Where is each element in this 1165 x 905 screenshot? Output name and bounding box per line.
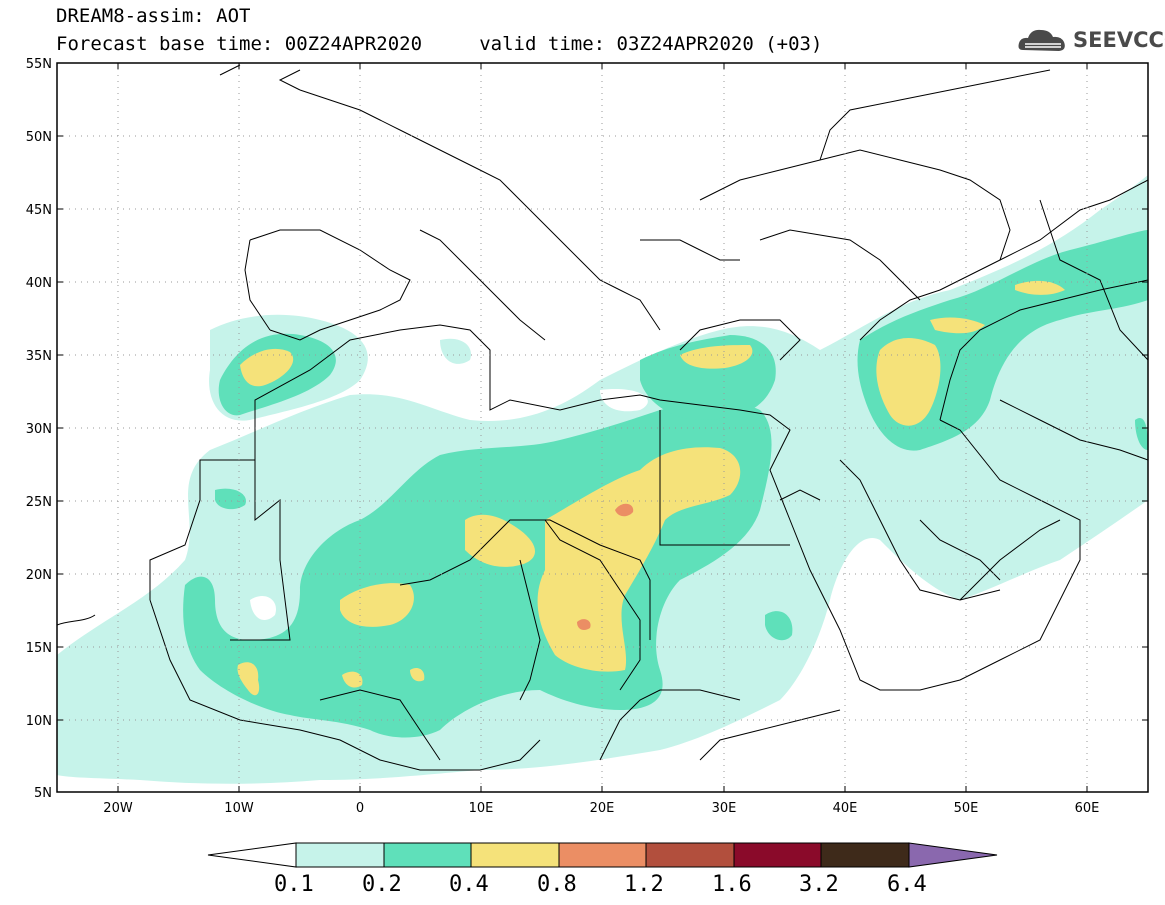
colorbar-swatch [383, 842, 472, 868]
lon-label: 60E [1075, 801, 1100, 816]
colorbar-label: 0.1 [274, 872, 314, 897]
colorbar-label: 1.6 [712, 872, 752, 897]
colorbar [207, 842, 998, 868]
lon-label: 0 [356, 801, 364, 816]
colorbar-label: 3.2 [799, 872, 839, 897]
colorbar-label: 6.4 [887, 872, 927, 897]
title-line-2: Forecast base time: 00Z24APR2020 valid t… [56, 33, 823, 55]
lat-label: 15N [26, 641, 52, 656]
aot-level-0.8 [615, 503, 634, 517]
cloud-icon [1018, 29, 1065, 51]
colorbar-label: 0.8 [537, 872, 577, 897]
lat-labels: 55N 50N 45N 40N 35N 30N 25N 20N 15N 10N … [26, 57, 52, 801]
colorbar-swatch [645, 842, 735, 868]
lon-label: 10E [469, 801, 494, 816]
axis-ticks [57, 62, 1148, 792]
seevccc-logo: SEEVCCC [1017, 24, 1165, 58]
lon-labels: 20W 10W 0 10E 20E 30E 40E 50E 60E [103, 801, 1099, 816]
lat-label: 25N [26, 495, 52, 510]
colorbar-swatch [733, 842, 822, 868]
lon-label: 30E [712, 801, 737, 816]
lon-label: 50E [954, 801, 979, 816]
lat-label: 35N [26, 349, 52, 364]
lon-label: 20W [103, 801, 133, 816]
colorbar-label: 0.2 [362, 872, 402, 897]
colorbar-swatch [820, 842, 910, 868]
colorbar-swatch [558, 842, 647, 868]
colorbar-swatch [470, 842, 560, 868]
colorbar-over-arrow [908, 842, 998, 868]
logo-text: SEEVCCC [1073, 28, 1165, 52]
colorbar-swatch [295, 842, 385, 868]
lat-label: 40N [26, 276, 52, 291]
lat-label: 30N [26, 422, 52, 437]
lon-label: 10W [224, 801, 254, 816]
lat-label: 55N [26, 57, 52, 72]
lat-label: 5N [34, 786, 52, 801]
lat-label: 10N [26, 714, 52, 729]
lat-label: 20N [26, 568, 52, 583]
colorbar-label: 1.2 [624, 872, 664, 897]
colorbar-label: 0.4 [449, 872, 489, 897]
lon-label: 40E [833, 801, 858, 816]
title-line-1: DREAM8-assim: AOT [56, 5, 251, 27]
coastlines-borders [57, 64, 1148, 771]
colorbar-under-arrow [207, 842, 297, 868]
aot-field [57, 175, 1148, 784]
lat-label: 50N [26, 130, 52, 145]
lon-label: 20E [590, 801, 615, 816]
lat-label: 45N [26, 203, 52, 218]
